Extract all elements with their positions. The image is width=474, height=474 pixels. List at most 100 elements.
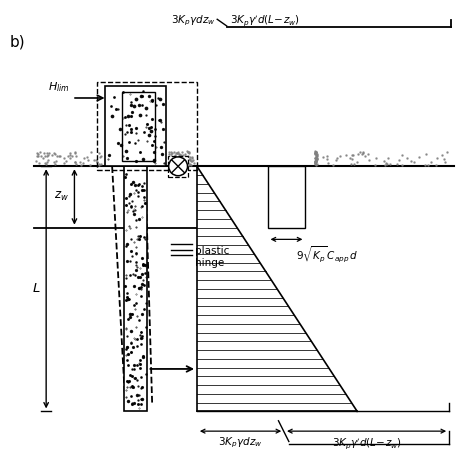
Point [173, 159, 181, 167]
Point [354, 150, 362, 157]
Point [97, 153, 104, 161]
Polygon shape [197, 166, 357, 411]
Point [180, 154, 187, 162]
Point [186, 161, 193, 169]
Point [191, 159, 198, 167]
Text: $3K_p\gamma' d(L\!-\!z_w)$: $3K_p\gamma' d(L\!-\!z_w)$ [230, 13, 300, 28]
Point [312, 148, 319, 156]
Point [167, 150, 174, 158]
Point [421, 161, 428, 169]
Point [178, 149, 186, 156]
Point [312, 148, 319, 156]
Point [83, 154, 91, 161]
Point [319, 153, 327, 160]
Point [313, 152, 320, 159]
Point [168, 149, 175, 157]
Point [311, 154, 319, 162]
Text: $L$: $L$ [32, 283, 40, 295]
Point [329, 161, 337, 169]
Point [349, 151, 356, 159]
Point [415, 153, 422, 161]
Point [187, 157, 195, 165]
Point [174, 155, 182, 162]
Point [176, 152, 183, 159]
Point [182, 152, 189, 159]
Point [312, 157, 319, 164]
Point [66, 154, 74, 161]
Point [172, 155, 180, 162]
Point [92, 156, 100, 164]
Point [312, 158, 319, 165]
Point [170, 154, 177, 162]
Point [96, 161, 103, 169]
Point [45, 149, 53, 157]
Point [166, 150, 173, 158]
Point [179, 151, 187, 159]
Point [178, 152, 186, 159]
Point [184, 148, 191, 156]
Point [440, 155, 448, 163]
Point [55, 153, 63, 160]
Point [325, 159, 332, 167]
Bar [168, 156, 189, 177]
Point [384, 154, 392, 162]
Point [434, 154, 441, 162]
Point [169, 157, 177, 164]
Point [48, 152, 56, 159]
Point [313, 151, 320, 159]
Point [313, 155, 320, 163]
Point [399, 161, 406, 169]
Point [359, 149, 366, 157]
Point [66, 149, 73, 156]
Point [171, 155, 179, 162]
Point [365, 156, 373, 164]
Point [350, 161, 358, 168]
Point [43, 150, 51, 157]
Point [311, 158, 319, 165]
Point [312, 155, 320, 162]
Point [371, 161, 379, 168]
Point [383, 160, 391, 168]
Point [182, 150, 189, 158]
Point [323, 152, 330, 159]
Point [438, 151, 446, 159]
Point [312, 155, 320, 163]
Point [373, 154, 380, 162]
Point [39, 154, 46, 162]
Point [184, 153, 192, 160]
Point [393, 160, 401, 168]
Point [97, 152, 104, 160]
Point [41, 153, 49, 160]
Bar [121, 92, 155, 161]
Point [185, 149, 192, 157]
Point [44, 151, 52, 159]
Text: $3K_p\gamma dz_w$: $3K_p\gamma dz_w$ [172, 13, 216, 27]
Point [348, 152, 356, 159]
Point [323, 155, 331, 163]
Point [93, 158, 100, 166]
Bar [105, 86, 166, 166]
Point [37, 152, 45, 160]
Point [34, 151, 41, 158]
Point [179, 153, 186, 161]
Point [167, 153, 174, 160]
Point [380, 158, 388, 165]
Point [311, 150, 319, 158]
Point [41, 159, 49, 167]
Text: $3K_p\gamma dz_w$: $3K_p\gamma dz_w$ [219, 436, 263, 450]
Point [168, 157, 175, 165]
Point [312, 155, 319, 163]
Point [410, 158, 418, 166]
Point [93, 158, 101, 166]
Point [40, 149, 48, 156]
Point [184, 160, 192, 167]
Point [43, 152, 51, 160]
Point [177, 160, 185, 168]
Point [71, 149, 79, 156]
Point [356, 148, 364, 155]
Bar [124, 166, 147, 411]
Point [346, 154, 354, 162]
Text: $z_w$: $z_w$ [54, 191, 69, 203]
Point [77, 162, 85, 169]
Point [51, 158, 58, 166]
